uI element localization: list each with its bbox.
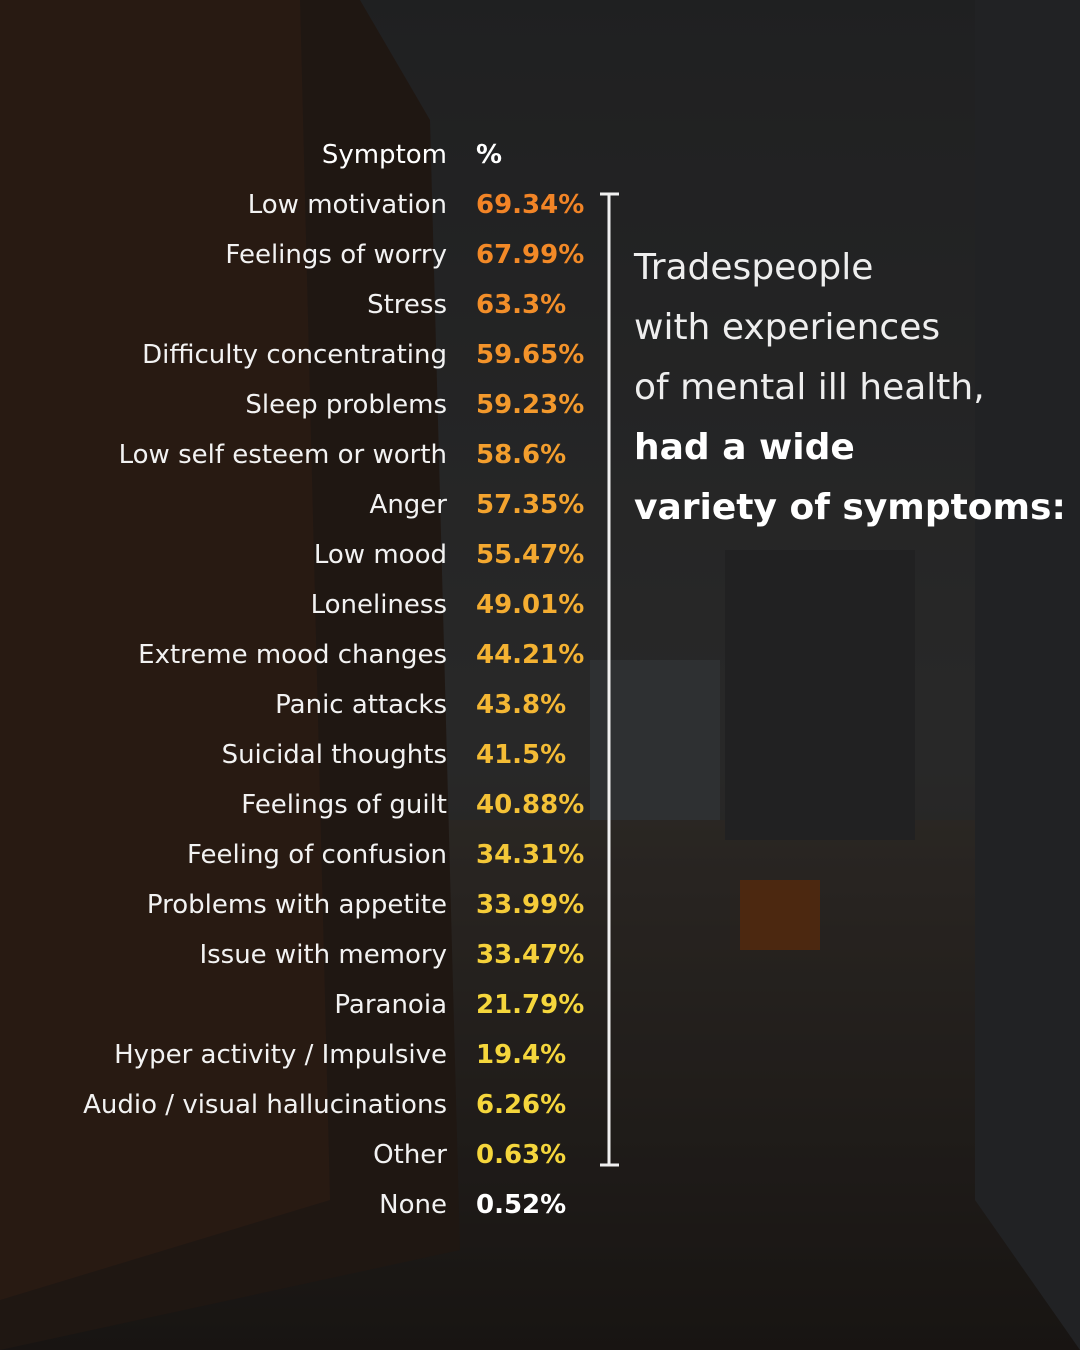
symptom-label: Feelings of worry: [225, 240, 447, 270]
symptom-label: Low mood: [313, 540, 447, 570]
percent-value: 33.47%: [476, 940, 585, 970]
percent-value: 33.99%: [476, 890, 585, 920]
percent-value: 0.63%: [476, 1140, 567, 1170]
percent-value: 21.79%: [476, 990, 585, 1020]
symptom-label: Low self esteem or worth: [118, 440, 447, 470]
percent-value: 67.99%: [476, 240, 585, 270]
percent-value: 34.31%: [476, 840, 585, 870]
percent-value: 59.65%: [476, 340, 585, 370]
symptom-label: Extreme mood changes: [138, 640, 447, 670]
percent-value: 58.6%: [476, 440, 567, 470]
percent-value: 44.21%: [476, 640, 585, 670]
symptom-label: Panic attacks: [275, 690, 447, 720]
percent-value: 55.47%: [476, 540, 585, 570]
percent-value: 63.3%: [476, 290, 567, 320]
symptom-label: None: [379, 1190, 447, 1220]
symptom-label: Audio / visual hallucinations: [83, 1090, 447, 1120]
header-symptom: Symptom: [321, 140, 447, 170]
percent-value: 19.4%: [476, 1040, 567, 1070]
symptom-label: Stress: [367, 290, 447, 320]
symptom-label: Issue with memory: [199, 940, 447, 970]
caption-emphasis: variety of symptoms:: [634, 487, 1066, 528]
symptom-label: Problems with appetite: [146, 890, 447, 920]
symptom-label: Feeling of confusion: [186, 840, 447, 870]
percent-value: 57.35%: [476, 490, 585, 520]
percent-value: 40.88%: [476, 790, 585, 820]
percent-value: 43.8%: [476, 690, 567, 720]
symptom-label: Anger: [369, 490, 447, 520]
symptom-label: Loneliness: [310, 590, 447, 620]
percent-value: 59.23%: [476, 390, 585, 420]
percent-value: 0.52%: [476, 1190, 567, 1220]
percent-value: 41.5%: [476, 740, 567, 770]
percent-value: 6.26%: [476, 1090, 567, 1120]
symptom-label: Difficulty concentrating: [142, 340, 447, 370]
symptom-label: Feelings of guilt: [241, 790, 447, 820]
symptom-label: Suicidal thoughts: [221, 740, 447, 770]
caption-emphasis: had a wide: [634, 427, 855, 468]
percent-value: 49.01%: [476, 590, 585, 620]
caption-line: with experiences: [634, 307, 941, 348]
symptom-label: Low motivation: [247, 190, 447, 220]
percent-value: 69.34%: [476, 190, 585, 220]
caption-line: of mental ill health,: [634, 367, 985, 408]
symptom-label: Sleep problems: [245, 390, 447, 420]
symptom-label: Paranoia: [334, 990, 447, 1020]
symptom-label: Hyper activity / Impulsive: [114, 1040, 447, 1070]
header-percent: %: [476, 140, 503, 170]
caption-line: Tradespeople: [634, 247, 874, 288]
symptom-label: Other: [373, 1140, 447, 1170]
